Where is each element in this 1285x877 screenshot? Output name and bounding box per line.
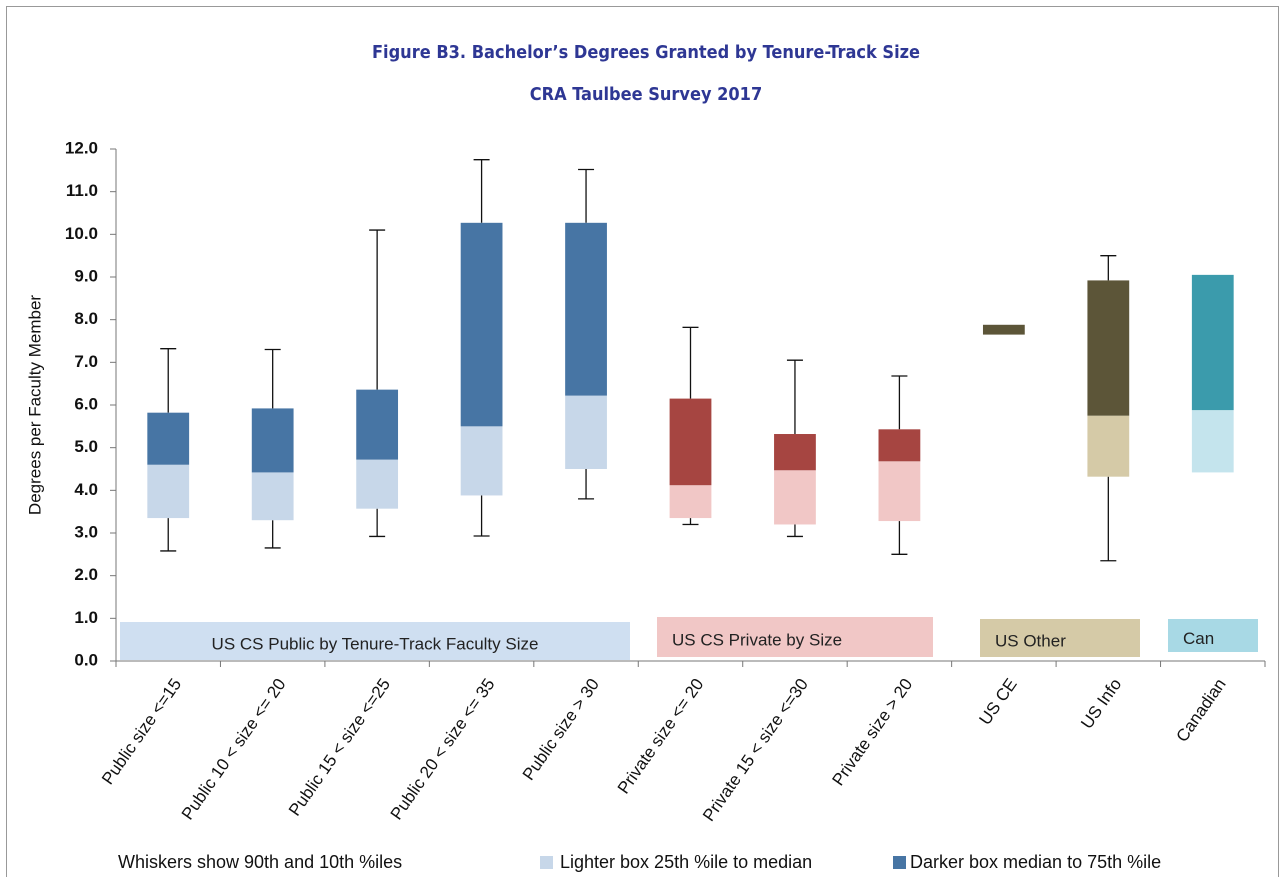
y-tick-label: 12.0 [65,138,98,157]
lower-box [774,470,816,525]
lower-box [565,395,607,469]
upper-box [460,222,503,427]
x-tick-label: Canadian [1172,675,1229,746]
x-tick-label: Private 15 < size <=30 [699,675,812,825]
y-tick-label: 4.0 [74,480,98,499]
group-label: US CS Public by Tenure-Track Faculty Siz… [212,634,539,653]
x-tick-label: Public size <=15 [98,675,185,788]
x-tick-label: US Info [1077,675,1125,732]
legend-note: Whiskers show 90th and 10th %iles [118,852,402,872]
lower-box [356,459,399,509]
x-tick-label: Public 15 < size <=25 [285,675,394,819]
group-band [657,617,933,657]
lower-box [251,472,294,521]
y-tick-label: 0.0 [74,650,98,669]
chart-subtitle: CRA Taulbee Survey 2017 [530,84,762,105]
legend-label: Lighter box 25th %ile to median [560,852,812,872]
y-tick-label: 7.0 [74,352,98,371]
legend-label: Darker box median to 75th %ile [910,852,1161,872]
upper-box [774,434,816,471]
frame [6,6,1279,877]
group-label: US CS Private by Size [672,630,842,649]
y-tick-label: 8.0 [74,309,98,328]
lower-box [460,426,503,496]
lower-box [1191,410,1234,473]
y-tick-label: 10.0 [65,224,98,243]
x-tick-label: Public 10 < size <= 20 [178,675,290,823]
lower-box [878,461,921,522]
x-tick-label: Public 20 < size <= 35 [387,675,499,823]
x-tick-label: Private size > 20 [828,675,916,789]
y-tick-label: 5.0 [74,437,98,456]
x-tick-label: US CE [975,675,1020,728]
x-tick-label: Public size > 30 [519,675,603,784]
group-band [980,619,1140,657]
y-tick-label: 1.0 [74,608,98,627]
upper-box [982,324,1025,335]
lower-box [147,464,190,519]
y-axis-title: Degrees per Faculty Member [25,295,44,515]
group-label: US Other [995,631,1066,650]
upper-box [565,222,607,396]
group-label: Can [1183,629,1214,648]
upper-box [356,389,399,460]
x-tick-label: Private size <= 20 [614,675,708,797]
upper-box [251,408,294,473]
group-band [120,622,630,660]
lower-box [1087,415,1130,477]
upper-box [1191,274,1234,411]
y-tick-label: 2.0 [74,565,98,584]
y-tick-label: 3.0 [74,522,98,541]
upper-box [147,412,190,465]
legend-swatch [893,856,906,869]
y-tick-label: 11.0 [66,181,98,200]
upper-box [669,398,712,486]
group-band [1168,619,1258,652]
upper-box [1087,280,1130,416]
chart-title: Figure B3. Bachelor’s Degrees Granted by… [372,42,920,63]
lower-box [669,485,712,519]
legend-swatch [540,856,553,869]
y-tick-label: 9.0 [74,266,98,285]
upper-box [878,429,921,462]
y-tick-label: 6.0 [74,394,98,413]
